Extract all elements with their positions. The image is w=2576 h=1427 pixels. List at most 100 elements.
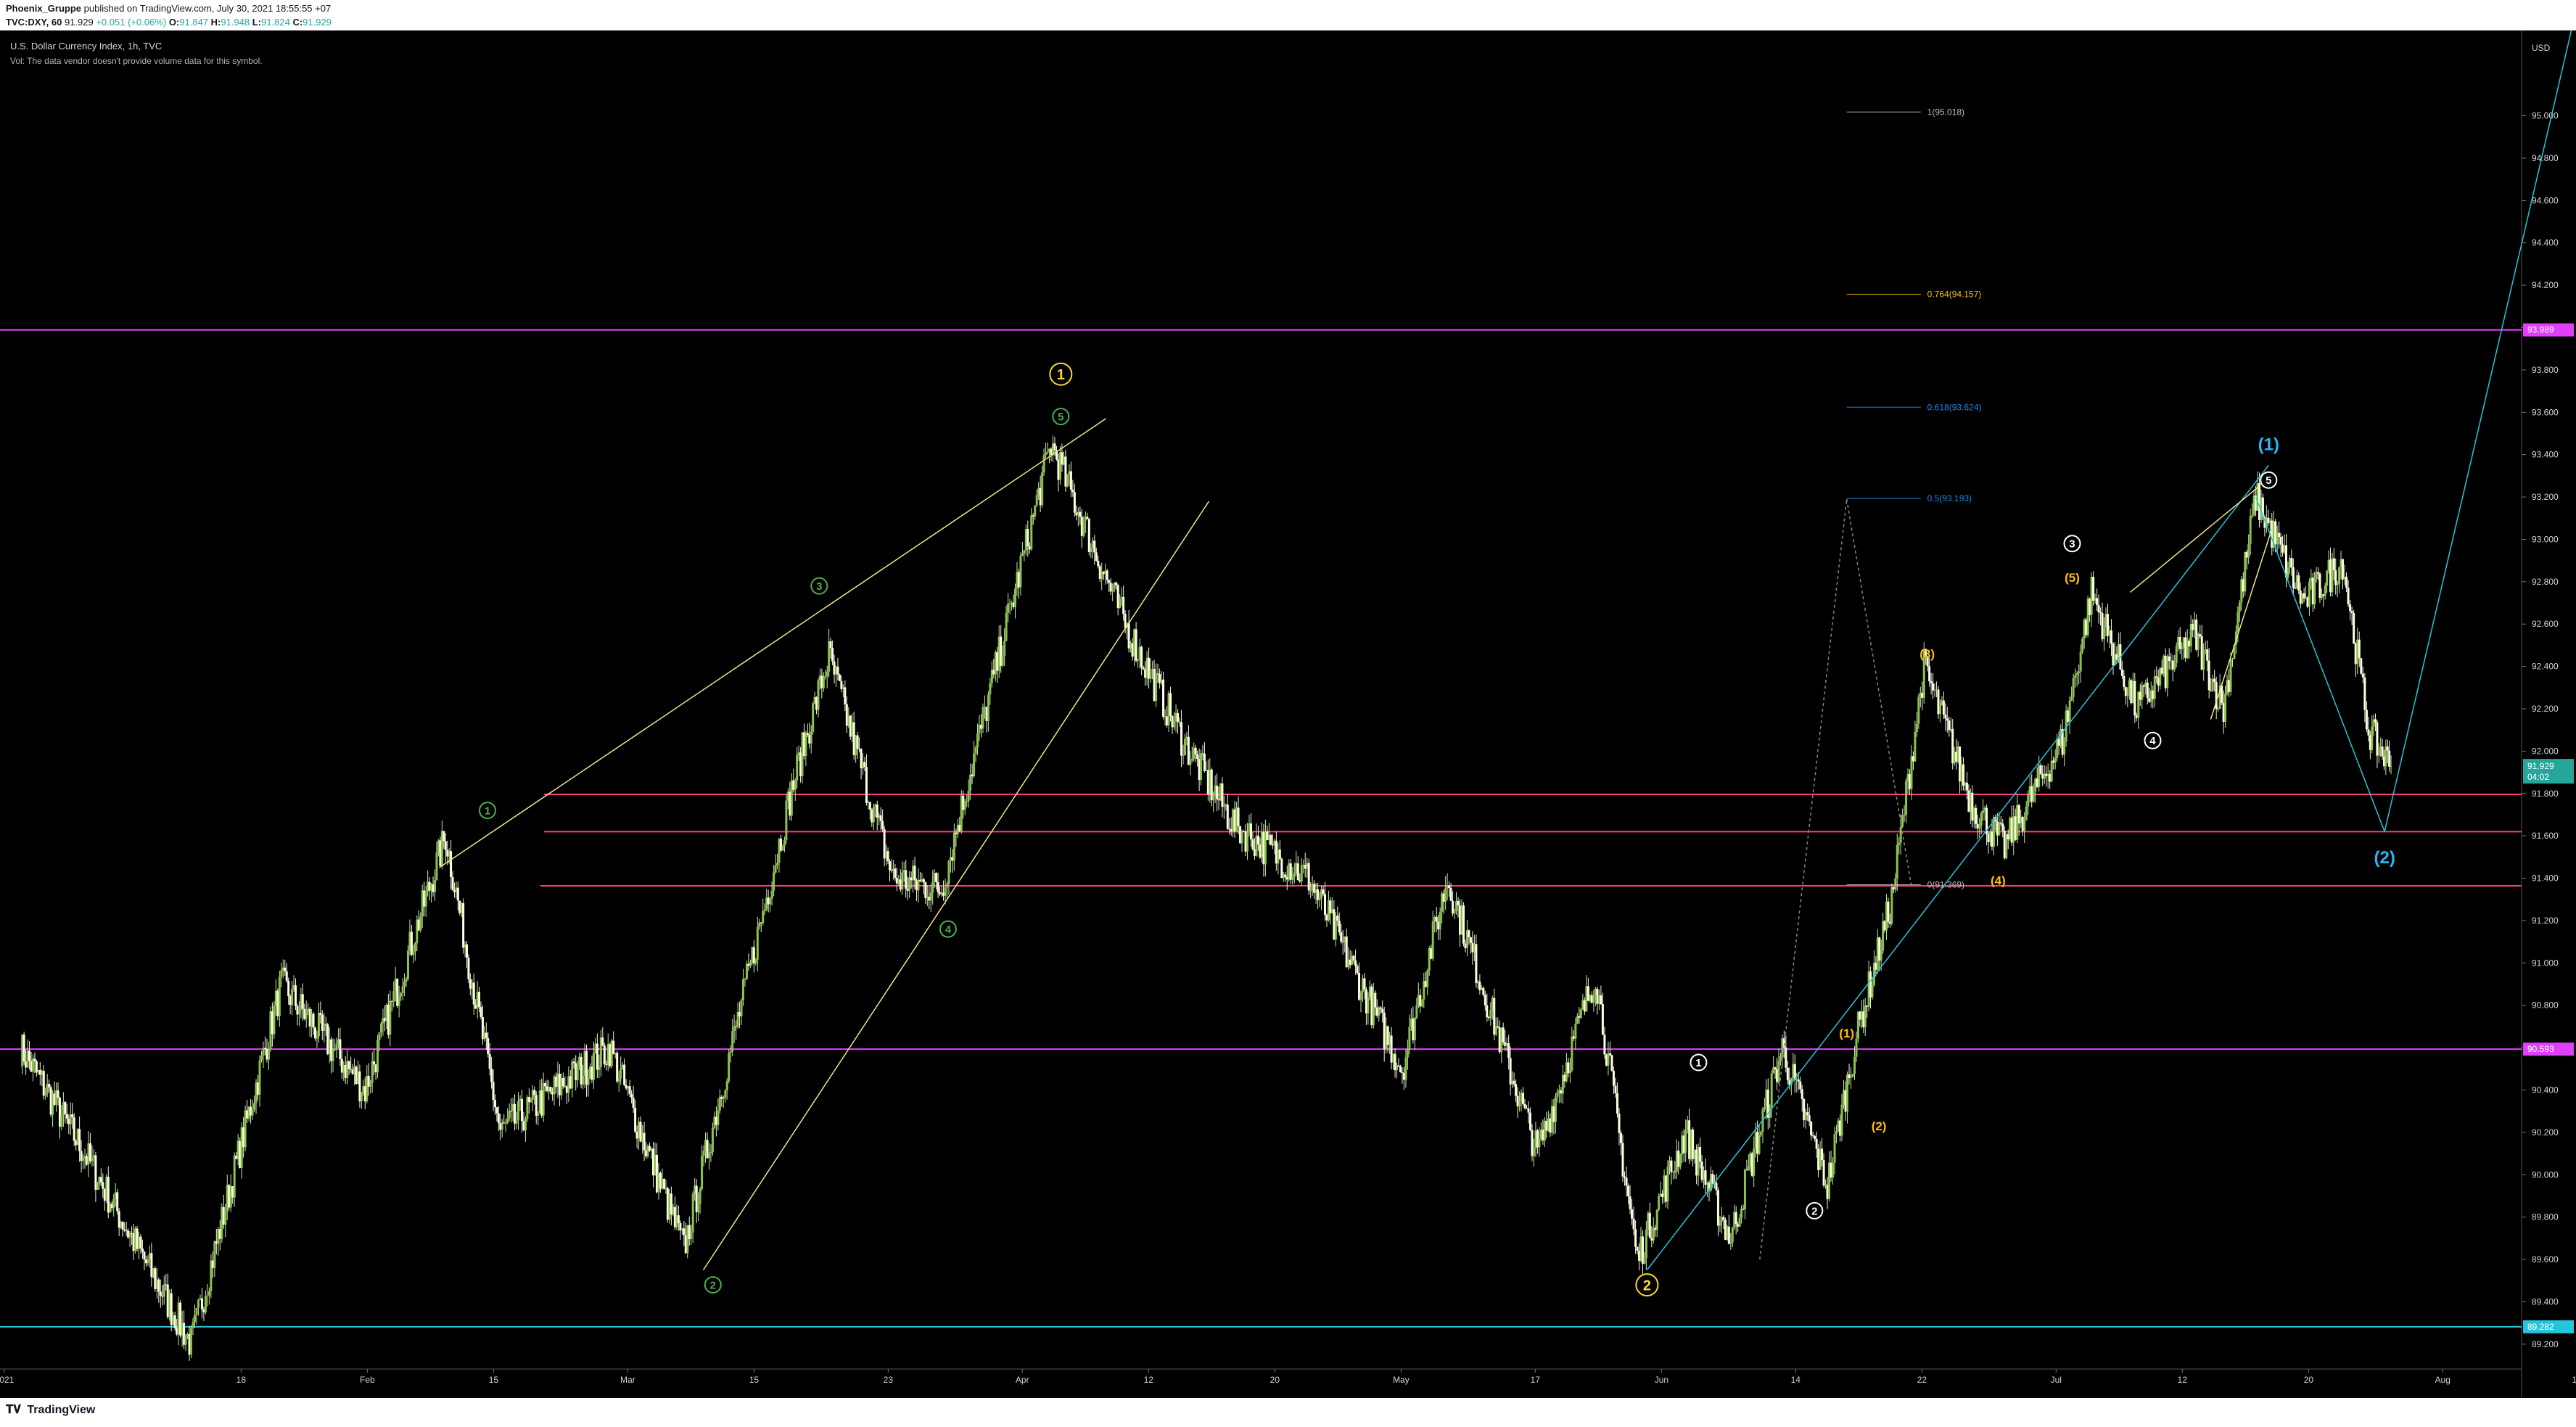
candle-body bbox=[1853, 1056, 1856, 1074]
candle-body bbox=[1050, 448, 1053, 455]
candle-body bbox=[849, 715, 852, 737]
candle-body bbox=[2057, 739, 2060, 746]
candle-body bbox=[1574, 1024, 1577, 1039]
candle-body bbox=[25, 1061, 28, 1068]
candle-body bbox=[971, 774, 974, 777]
candle-body bbox=[131, 1233, 133, 1234]
candle-body bbox=[2283, 545, 2286, 553]
candle-body bbox=[915, 880, 918, 891]
candle-body bbox=[680, 1228, 683, 1230]
price-chart[interactable]: U.S. Dollar Currency Index, 1h, TVC Vol: … bbox=[0, 30, 2576, 1398]
candle-body bbox=[1367, 997, 1370, 1013]
candle-body bbox=[1155, 673, 1158, 702]
candle-body bbox=[2207, 660, 2210, 691]
candle-body bbox=[1612, 1070, 1615, 1086]
candle-body bbox=[2374, 719, 2377, 723]
candle-body bbox=[1639, 1236, 1642, 1261]
candle-body bbox=[2148, 698, 2151, 702]
candle-body bbox=[1843, 1090, 1845, 1105]
candle-body bbox=[2324, 585, 2326, 596]
candle-body bbox=[221, 1206, 223, 1239]
candle-body bbox=[944, 887, 947, 896]
publisher-name[interactable]: Phoenix_Gruppe bbox=[6, 3, 82, 14]
candle-body bbox=[236, 1140, 239, 1159]
candle-body bbox=[1844, 1090, 1847, 1112]
fib-dotted-connector bbox=[1845, 498, 1912, 885]
candle-body bbox=[1226, 804, 1229, 829]
candle-body bbox=[305, 1011, 308, 1019]
candle-body bbox=[2137, 691, 2140, 718]
candle-body bbox=[711, 1127, 714, 1153]
candle-body bbox=[69, 1114, 72, 1124]
candle-body bbox=[520, 1098, 523, 1122]
candle-body bbox=[1946, 718, 1949, 721]
candle-body bbox=[2317, 572, 2320, 574]
wave-label: (1) bbox=[1839, 1027, 1854, 1040]
candle-body bbox=[1851, 1074, 1854, 1077]
candle-body bbox=[643, 1132, 646, 1151]
candle-body bbox=[1189, 760, 1192, 765]
candle-body bbox=[2268, 520, 2271, 523]
candle-body bbox=[358, 1071, 361, 1102]
chart-title: U.S. Dollar Currency Index, 1h, TVC bbox=[10, 41, 162, 52]
candle-body bbox=[116, 1192, 119, 1212]
candle-body bbox=[98, 1177, 101, 1185]
candle-body bbox=[1068, 471, 1071, 474]
candle-body bbox=[955, 832, 958, 834]
wave-label: 1 bbox=[1057, 367, 1065, 383]
candle-body bbox=[2233, 645, 2236, 659]
candle-body bbox=[1071, 489, 1074, 493]
candle-body bbox=[2126, 688, 2129, 696]
y-tick-label: 93.000 bbox=[2532, 534, 2559, 544]
candle-body bbox=[985, 707, 988, 721]
candle-body bbox=[1153, 669, 1156, 702]
candle-body bbox=[1375, 1007, 1378, 1016]
y-tick-label: 90.400 bbox=[2532, 1085, 2559, 1095]
candle-body bbox=[713, 1116, 716, 1128]
candle-body bbox=[1740, 1209, 1743, 1218]
candle-body bbox=[707, 1153, 710, 1159]
candle-body bbox=[1104, 570, 1107, 575]
candle-body bbox=[1759, 1132, 1762, 1135]
candle-body bbox=[1914, 732, 1917, 762]
candle-body bbox=[330, 1039, 333, 1061]
candle-body bbox=[657, 1172, 660, 1193]
candle-body bbox=[1478, 982, 1481, 990]
candle-body bbox=[1336, 916, 1339, 921]
candle-body bbox=[1507, 1043, 1510, 1058]
candle-body bbox=[1051, 443, 1054, 455]
candle-body bbox=[1647, 1212, 1650, 1230]
candle-body bbox=[1722, 1217, 1725, 1220]
candle-body bbox=[1745, 1169, 1748, 1171]
candle-body bbox=[646, 1146, 649, 1156]
candle-body bbox=[956, 824, 959, 834]
candle-body bbox=[339, 1039, 342, 1059]
candle-body bbox=[165, 1284, 168, 1286]
candle-body bbox=[1480, 987, 1483, 990]
candle-body bbox=[571, 1061, 574, 1089]
x-tick-label: May bbox=[1393, 1375, 1410, 1385]
candle-body bbox=[440, 831, 443, 866]
candle-body bbox=[928, 897, 931, 901]
candle-body bbox=[184, 1336, 187, 1345]
chart-pane[interactable]: U.S. Dollar Currency Index, 1h, TVC Vol: … bbox=[0, 30, 2576, 1398]
candle-body bbox=[871, 809, 873, 823]
candle-body bbox=[2365, 710, 2368, 730]
tradingview-brand[interactable]: 𝐓𝐕 TradingView bbox=[6, 1404, 95, 1417]
candle-body bbox=[1837, 1120, 1840, 1132]
candle-body bbox=[262, 1048, 265, 1056]
candle-body bbox=[1614, 1085, 1617, 1094]
candle-body bbox=[526, 1097, 529, 1119]
candle-body bbox=[2112, 643, 2115, 666]
current-price-label: 91.929 bbox=[2527, 761, 2554, 771]
candle-body bbox=[1396, 1065, 1399, 1071]
candle-body bbox=[2242, 579, 2244, 592]
candle-body bbox=[2186, 641, 2189, 658]
candle-body bbox=[908, 877, 911, 891]
candle-body bbox=[2052, 760, 2055, 763]
close-label: C: bbox=[292, 17, 303, 28]
candle-body bbox=[218, 1229, 221, 1239]
candle-body bbox=[1349, 959, 1351, 965]
candle-body bbox=[725, 1081, 728, 1091]
level-price-label: 93.989 bbox=[2527, 325, 2554, 335]
